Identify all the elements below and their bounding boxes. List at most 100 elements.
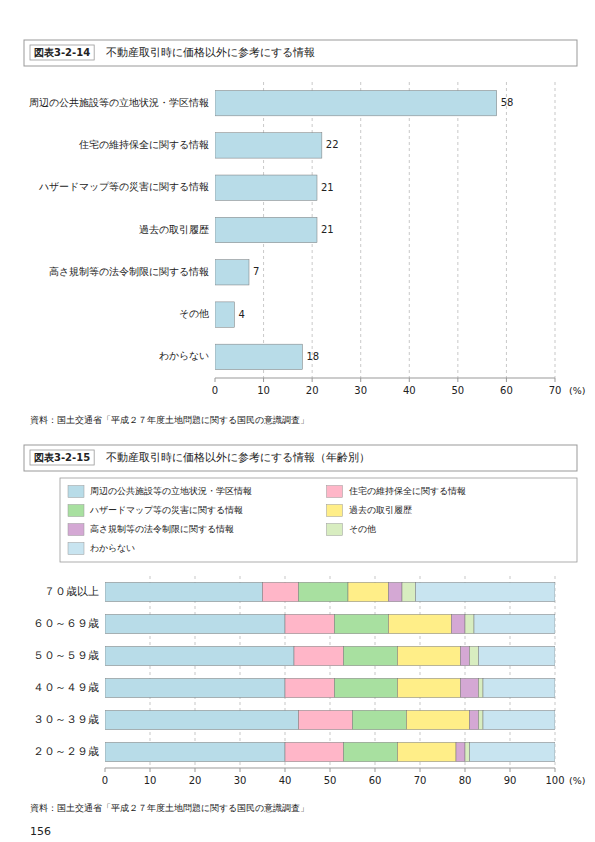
bar-segment <box>389 582 403 601</box>
x-tick-label: 50 <box>451 385 464 396</box>
data-label: 21 <box>321 182 334 193</box>
bar-segment <box>105 742 285 761</box>
x-tick-label: 20 <box>306 385 319 396</box>
category-label: わからない <box>159 350 209 361</box>
bar-segment <box>456 742 465 761</box>
bar-segment <box>105 710 299 729</box>
bar-segment <box>344 646 398 665</box>
category-label: ４０～４９歳 <box>33 681 99 693</box>
bar-segment <box>105 614 285 633</box>
legend-label: 過去の取引履歴 <box>349 505 412 515</box>
grid-line <box>150 576 151 768</box>
bar-segment <box>285 678 335 697</box>
x-tick-label: 60 <box>500 385 513 396</box>
chart-title: 不動産取引時に価格以外に参考にする情報 <box>106 46 315 59</box>
title-bar <box>24 40 577 66</box>
legend-swatch <box>327 486 343 498</box>
bar <box>215 217 317 242</box>
x-tick-label: 10 <box>257 385 270 396</box>
x-tick <box>506 378 507 382</box>
x-tick <box>360 378 361 382</box>
legend-label: 住宅の維持保全に関する情報 <box>349 486 466 496</box>
data-label: 58 <box>501 97 514 108</box>
category-label: 周辺の公共施設等の立地状況・学区情報 <box>29 97 209 108</box>
grid-line <box>555 82 556 378</box>
category-label: その他 <box>179 308 209 319</box>
x-tick-label: 0 <box>102 775 108 786</box>
bar <box>215 302 234 327</box>
category-label: ５０～５９歳 <box>33 649 99 661</box>
category-label: ６０～６９歳 <box>33 617 99 629</box>
legend-label: ハザードマップ等の災害に関する情報 <box>89 505 243 515</box>
figure-code-box <box>30 45 94 60</box>
bar-segment <box>344 742 398 761</box>
bar-segment <box>398 646 461 665</box>
grid-line <box>420 576 421 768</box>
x-tick-label: 40 <box>403 385 416 396</box>
bar-segment <box>285 614 335 633</box>
grid-line <box>409 82 410 378</box>
x-tick <box>375 768 376 772</box>
category-label: ３０～３９歳 <box>33 713 99 725</box>
x-tick <box>105 768 106 772</box>
bar <box>215 175 317 200</box>
x-tick-label: 70 <box>414 775 427 786</box>
bar-segment <box>294 646 344 665</box>
legend-box <box>60 478 577 562</box>
legend-swatch <box>68 543 84 555</box>
figure-code: 図表3-2-15 <box>34 452 90 463</box>
bars <box>215 90 497 369</box>
x-tick-label: 90 <box>504 775 517 786</box>
figure-code: 図表3-2-14 <box>34 47 90 58</box>
bar-segment <box>470 742 556 761</box>
x-tick <box>240 768 241 772</box>
bar-segment <box>263 582 299 601</box>
bar-segment <box>398 742 457 761</box>
bar-segment <box>285 742 344 761</box>
legend-label: その他 <box>349 524 376 534</box>
bar-segment <box>483 710 555 729</box>
grid-line <box>375 576 376 768</box>
legend: 周辺の公共施設等の立地状況・学区情報住宅の維持保全に関する情報ハザードマップ等の… <box>60 478 577 562</box>
legend-swatch <box>68 486 84 498</box>
bar-segment <box>465 614 474 633</box>
data-label: 7 <box>253 266 259 277</box>
x-tick-label: 60 <box>369 775 382 786</box>
grid-line <box>457 82 458 378</box>
bar-segment <box>474 614 555 633</box>
bar <box>215 90 497 115</box>
title-bar <box>24 445 577 471</box>
grid-line <box>510 576 511 768</box>
grid-line <box>195 576 196 768</box>
legend-label: 高さ規制等の法令制限に関する情報 <box>90 524 234 534</box>
bar-segment <box>389 614 452 633</box>
bar-segment <box>483 678 555 697</box>
x-tick-label: 30 <box>354 385 367 396</box>
bar <box>215 260 249 285</box>
x-axis-label: (%) <box>569 775 585 786</box>
bar-segment <box>407 710 470 729</box>
grid <box>150 576 555 768</box>
bar-segment <box>470 646 479 665</box>
x-tick <box>312 378 313 382</box>
legend-label: わからない <box>90 543 135 553</box>
x-axis <box>215 378 555 379</box>
grid-line <box>360 82 361 378</box>
data-label: 21 <box>321 224 334 235</box>
x-tick <box>465 768 466 772</box>
category-label: 高さ規制等の法令制限に関する情報 <box>49 266 209 277</box>
chart: 図表3-2-15不動産取引時に価格以外に参考にする情報（年齢別）資料：国土交通省… <box>24 445 585 838</box>
bars <box>105 582 555 761</box>
category-label: ２０～２９歳 <box>33 745 99 757</box>
x-tick-label: 40 <box>279 775 292 786</box>
bar-segment <box>479 646 556 665</box>
bar-segment <box>402 582 416 601</box>
grid-line <box>330 576 331 768</box>
bar-segment <box>299 582 349 601</box>
page-number: 156 <box>30 825 51 838</box>
x-tick <box>510 768 511 772</box>
grid-line <box>240 576 241 768</box>
source: 資料：国土交通省「平成２７年度土地問題に関する国民の意識調査」 <box>30 803 309 813</box>
x-tick <box>457 378 458 382</box>
legend-swatch <box>327 524 343 536</box>
